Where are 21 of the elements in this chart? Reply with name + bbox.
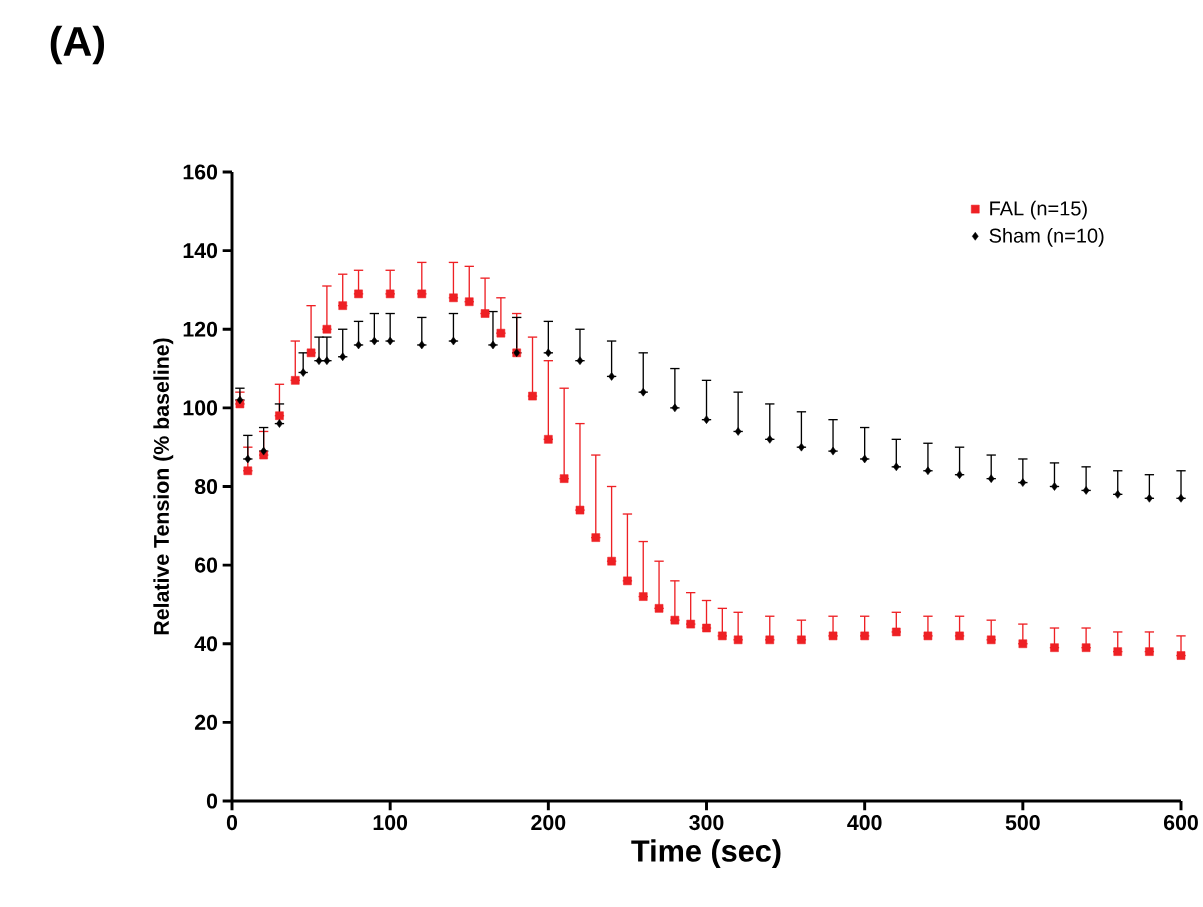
y-axis-title: Relative Tension (% baseline)	[153, 338, 174, 635]
legend-label: Sham (n=10)	[989, 228, 1104, 247]
x-tick-label: 100	[373, 815, 408, 831]
y-tick-label: 80	[194, 478, 218, 495]
x-tick-label: 0	[226, 815, 238, 831]
y-tick-label: 160	[183, 164, 218, 180]
x-tick-label: 600	[1163, 815, 1198, 831]
y-tick-label: 0	[206, 793, 218, 809]
y-tick-label: 100	[183, 400, 218, 416]
x-tick-label: 500	[1005, 815, 1040, 831]
x-tick-label: 200	[531, 815, 566, 831]
y-tick-label: 140	[183, 243, 218, 259]
x-tick-label: 400	[847, 815, 882, 831]
chart-title: (A)	[50, 25, 105, 65]
y-tick-label: 120	[183, 321, 218, 337]
x-tick-label: 300	[689, 815, 724, 831]
y-tick-label: 20	[194, 714, 218, 730]
y-tick-label: 40	[194, 636, 218, 652]
legend-label: FAL (n=15)	[990, 200, 1087, 220]
x-axis-title: Time (sec)	[631, 839, 781, 868]
y-tick-label: 60	[195, 557, 218, 573]
